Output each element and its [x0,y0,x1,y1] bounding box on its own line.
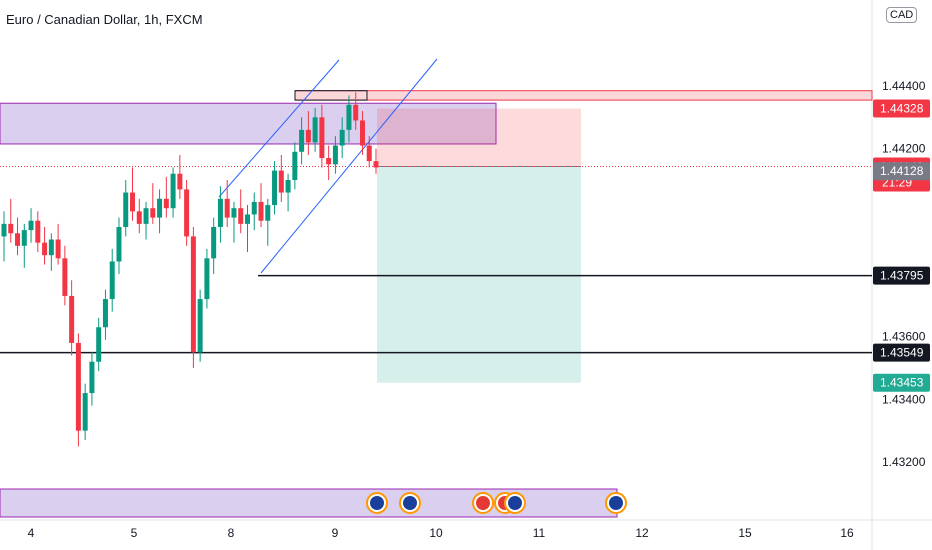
channel-lower-line[interactable] [260,58,438,274]
candle-body[interactable] [35,220,41,243]
candle-body[interactable] [62,258,68,296]
price-tag-label: 1.43453 [880,376,924,390]
candle-body[interactable] [346,104,352,130]
candle-body[interactable] [353,104,359,121]
plot-area[interactable] [0,0,872,520]
price-tag-label: 1.43549 [880,346,924,360]
candle-body[interactable] [238,208,244,224]
candle-body[interactable] [21,230,27,246]
time-tick-label: 16 [840,526,854,540]
candle-body[interactable] [265,205,271,221]
time-tick-label: 11 [533,526,546,540]
candle-body[interactable] [224,198,230,218]
candle-body[interactable] [116,227,122,262]
candle-body[interactable] [326,158,332,165]
candle-body[interactable] [55,239,61,259]
eu-event-icon-fill [403,496,417,510]
position-target-zone[interactable] [377,166,581,383]
candle-body[interactable] [190,236,196,353]
candle-body[interactable] [244,214,250,224]
channel-upper-line[interactable] [218,59,340,198]
candle-body[interactable] [299,129,305,152]
candle-body[interactable] [204,258,210,300]
eu-event-icon-fill [609,496,623,510]
candle-body[interactable] [339,129,345,146]
candle-body[interactable] [69,295,75,343]
currency-badge[interactable]: CAD [886,7,918,23]
time-tick-label: 15 [738,526,752,540]
candle-body[interactable] [130,192,136,212]
price-tick-label: 1.44400 [882,79,926,93]
candle-body[interactable] [170,173,176,209]
candle-body[interactable] [285,180,291,193]
supply-zone-box[interactable] [0,102,497,145]
time-tick-label: 8 [228,526,235,540]
candle-body[interactable] [197,299,203,353]
candle-body[interactable] [312,117,318,143]
candle-body[interactable] [373,161,379,168]
time-tick-label: 4 [28,526,35,540]
candle-body[interactable] [163,198,169,209]
price-tick-label: 1.43200 [882,455,926,469]
candle-body[interactable] [184,189,190,237]
candle-body[interactable] [359,120,365,146]
time-tick-label: 9 [332,526,339,540]
price-tag-label: 1.44328 [880,102,924,116]
candle-body[interactable] [278,170,284,193]
chart-title: Euro / Canadian Dollar, 1h, FXCM [6,12,203,27]
candle-body[interactable] [332,145,338,165]
ca-event-icon-fill [476,496,490,510]
candle-body[interactable] [102,299,108,328]
position-stop-zone[interactable] [377,108,581,167]
candle-body[interactable] [15,233,21,246]
candle-body[interactable] [150,208,156,218]
time-tick-label: 5 [131,526,138,540]
resistance-zone-box[interactable] [294,90,873,101]
candle-body[interactable] [89,361,95,394]
price-tag[interactable] [873,373,930,392]
candle-body[interactable] [157,198,163,218]
candle-body[interactable] [48,239,54,256]
candle-body[interactable] [143,208,149,224]
candle-body[interactable] [211,227,217,259]
candle-body[interactable] [1,223,7,237]
candle-body[interactable] [272,170,278,206]
candle-body[interactable] [75,342,81,431]
candle-body[interactable] [8,223,14,234]
candle-body[interactable] [292,151,298,180]
price-tag[interactable] [873,343,930,362]
candle-body[interactable] [217,198,223,227]
candle-body[interactable] [251,201,257,215]
price-tag[interactable] [873,162,930,181]
price-tick-label: 1.44200 [882,142,926,156]
candle-body[interactable] [42,242,48,256]
candle-body[interactable] [366,145,372,162]
eu-event-icon-fill [370,496,384,510]
candle-body[interactable] [177,173,183,190]
candle-body[interactable] [123,192,129,227]
candle-body[interactable] [319,117,325,159]
candle-body[interactable] [28,220,34,231]
price-tag-label: 1.43795 [880,269,924,283]
candle-body[interactable] [109,261,115,300]
price-tick-label: 1.43600 [882,330,926,344]
candle-body[interactable] [258,201,264,221]
time-tick-label: 10 [429,526,443,540]
price-tag[interactable] [873,266,930,285]
price-tick-label: 1.43400 [882,392,926,406]
eu-event-icon-fill [508,496,522,510]
candle-body[interactable] [305,129,311,143]
price-tag-label: 1.44128 [880,164,924,178]
time-tick-label: 12 [635,526,649,540]
candle-body[interactable] [82,393,88,431]
candle-body[interactable] [136,211,142,224]
candle-body[interactable] [231,208,237,218]
resistance-zone-origin[interactable] [294,90,368,101]
candle-body[interactable] [96,327,102,362]
price-tag[interactable] [873,99,930,118]
